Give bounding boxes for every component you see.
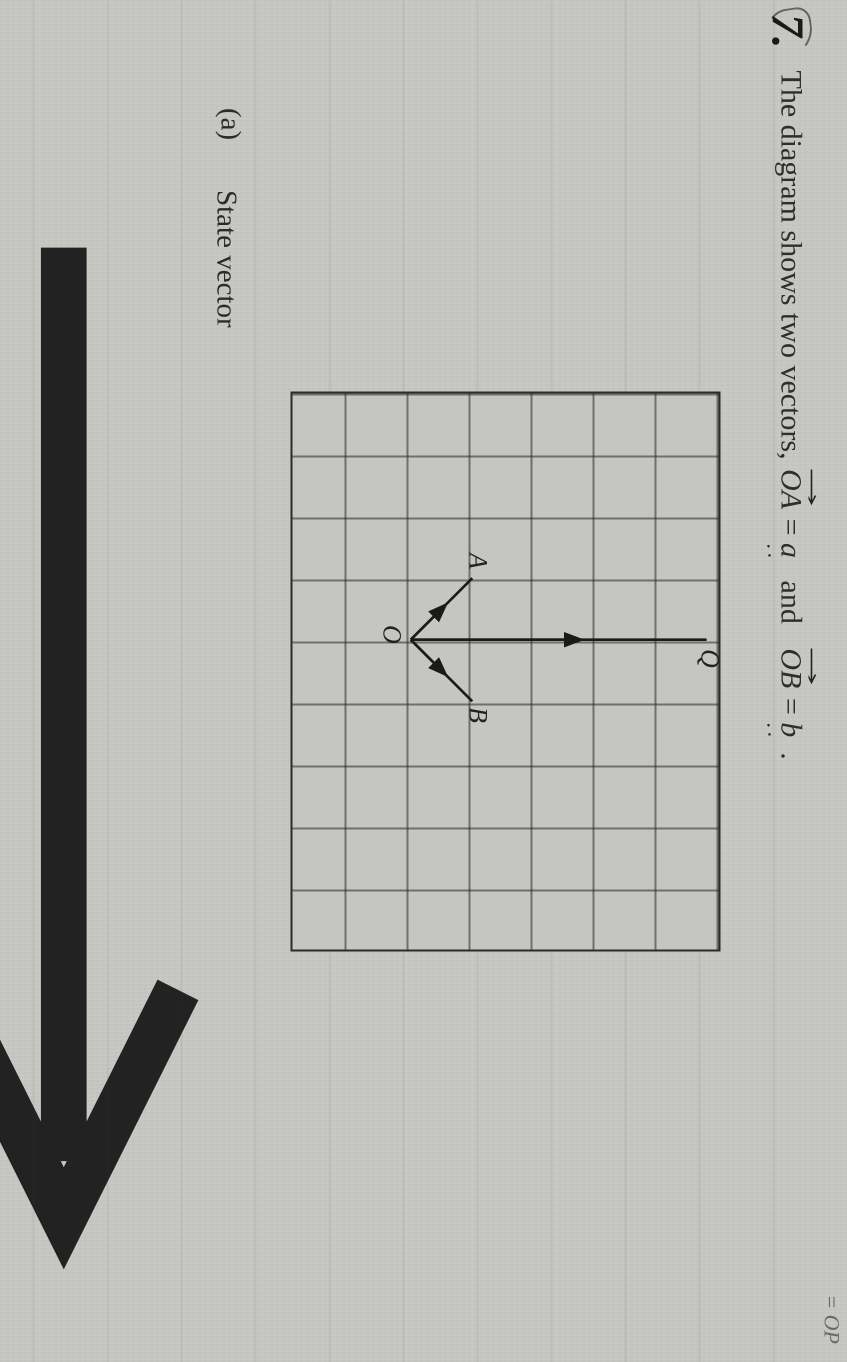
question-stem: The diagram shows two vectors, OA = a an…: [771, 71, 812, 1333]
vector-diagram: Q A B O: [291, 391, 721, 951]
arrow-over-OA: [809, 467, 817, 507]
vector-a: a: [771, 543, 812, 558]
diagram-container: Q A B O: [291, 10, 721, 1332]
label-Q: Q: [695, 649, 725, 668]
label-O: O: [377, 625, 407, 644]
eq2: =: [775, 698, 808, 715]
diagram-svg: [292, 393, 719, 949]
arrow-over-OQ: [0, 190, 206, 1332]
stem-lead: The diagram shows two vectors,: [775, 71, 808, 460]
vector-b: b: [771, 722, 812, 737]
vector-OB: OB: [771, 646, 812, 690]
edge-fragment: = OP: [819, 1294, 845, 1344]
eq1: =: [775, 519, 808, 536]
and1: and: [775, 581, 808, 624]
vector-OQ: OQ: [0, 190, 3, 1332]
stem-dot: .: [775, 752, 808, 760]
vector-OA: OA: [771, 467, 812, 511]
part-a-label: (a): [0, 108, 247, 156]
arrow-over-OB: [809, 646, 817, 686]
question-number: 7.: [757, 10, 819, 53]
part-a: (a) State vector OQ in term of a and: [0, 10, 247, 1332]
label-B: B: [463, 707, 493, 723]
OA-text: OA: [775, 469, 808, 509]
question-stem-row: 7. The diagram shows two vectors, OA = a…: [749, 10, 817, 1332]
part-a-pre: State vector: [211, 190, 243, 328]
OB-text: OB: [775, 648, 808, 688]
label-A: A: [463, 553, 493, 569]
